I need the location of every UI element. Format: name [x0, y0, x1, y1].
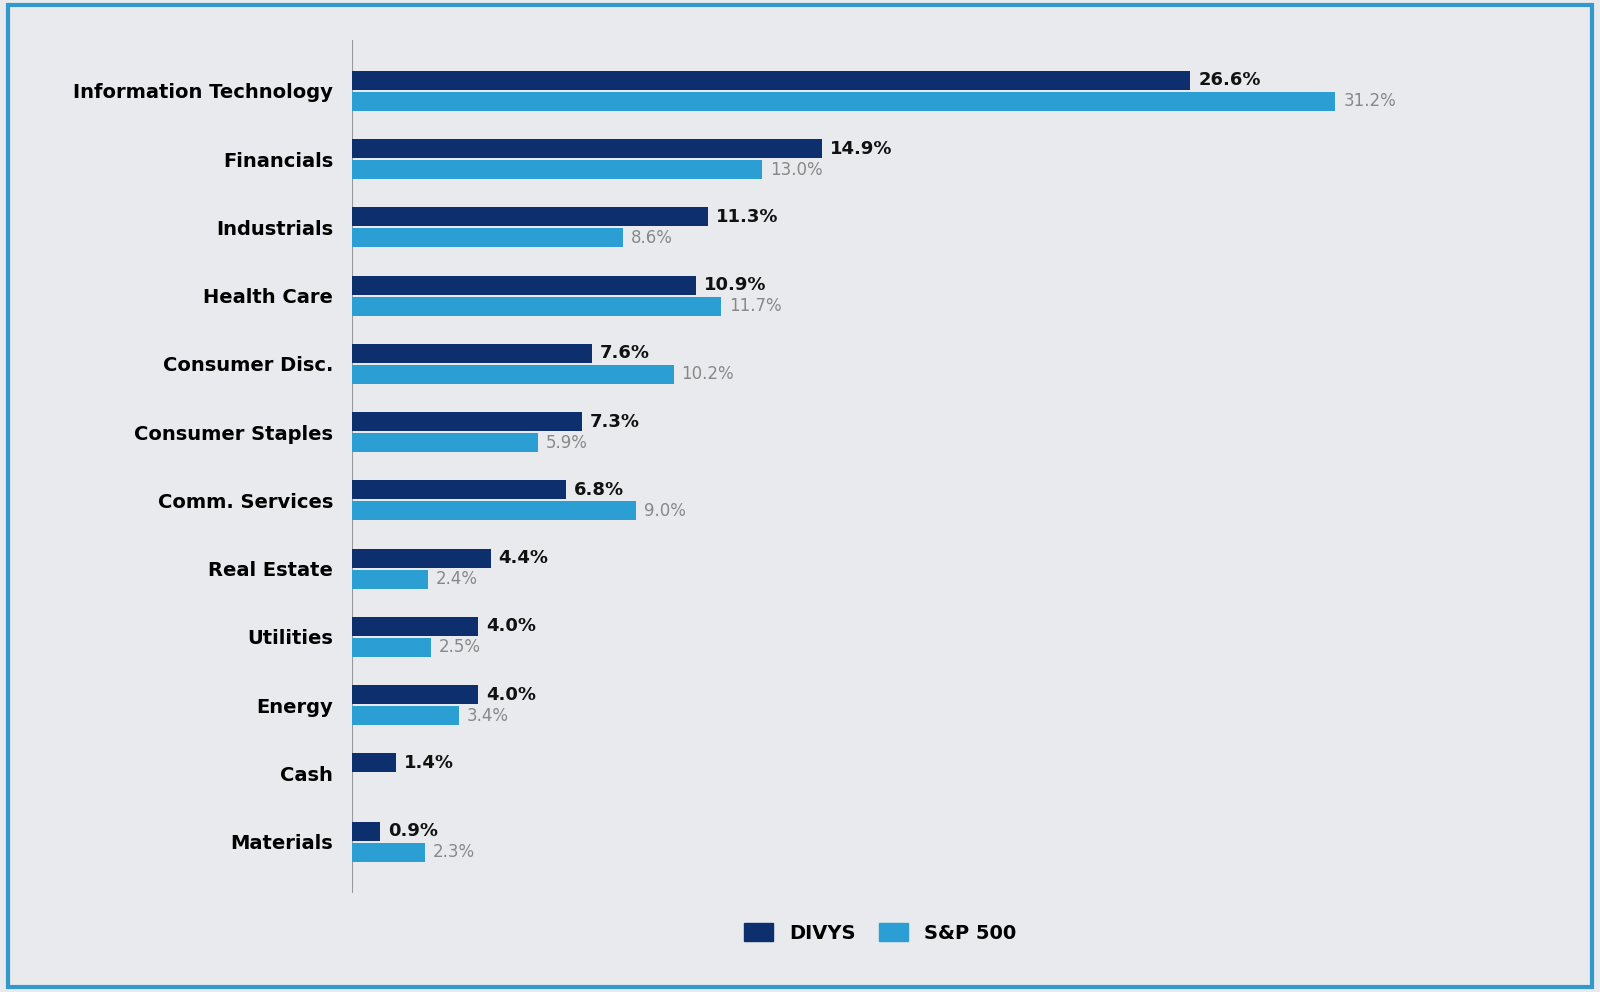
Bar	[352, 842, 424, 862]
Bar	[352, 821, 381, 840]
Text: 11.7%: 11.7%	[728, 298, 781, 315]
Text: 7.6%: 7.6%	[600, 344, 650, 362]
Bar	[352, 160, 762, 180]
Text: 14.9%: 14.9%	[829, 140, 893, 158]
Text: 3.4%: 3.4%	[467, 706, 509, 724]
Text: 7.3%: 7.3%	[590, 413, 640, 431]
Text: 9.0%: 9.0%	[643, 502, 685, 520]
Bar	[352, 344, 592, 363]
Text: 26.6%: 26.6%	[1198, 71, 1261, 89]
Text: 11.3%: 11.3%	[717, 208, 779, 226]
Text: 10.2%: 10.2%	[682, 365, 734, 383]
Text: 2.3%: 2.3%	[432, 843, 475, 861]
Text: 1.4%: 1.4%	[405, 754, 454, 772]
Text: 31.2%: 31.2%	[1344, 92, 1397, 110]
Bar	[352, 276, 696, 295]
Text: 8.6%: 8.6%	[630, 229, 674, 247]
Bar	[352, 139, 822, 158]
Bar	[352, 569, 427, 588]
Bar	[352, 617, 478, 636]
Text: 0.9%: 0.9%	[389, 822, 438, 840]
Text: 6.8%: 6.8%	[574, 481, 624, 499]
Bar	[352, 753, 397, 773]
Text: 2.4%: 2.4%	[435, 570, 477, 588]
Text: 4.4%: 4.4%	[499, 550, 549, 567]
Bar	[352, 549, 491, 567]
Bar	[352, 228, 622, 247]
Text: 4.0%: 4.0%	[486, 685, 536, 703]
Text: 2.5%: 2.5%	[438, 639, 480, 657]
Bar	[352, 70, 1190, 90]
Bar	[352, 412, 582, 432]
Bar	[352, 501, 635, 521]
Text: 13.0%: 13.0%	[770, 161, 822, 179]
Bar	[352, 365, 674, 384]
Bar	[352, 434, 538, 452]
Bar	[352, 297, 722, 315]
Bar	[352, 638, 430, 657]
Legend: DIVYS, S&P 500: DIVYS, S&P 500	[744, 924, 1016, 942]
Bar	[352, 92, 1336, 111]
Bar	[352, 706, 459, 725]
Bar	[352, 207, 709, 226]
Text: 4.0%: 4.0%	[486, 617, 536, 635]
Text: 10.9%: 10.9%	[704, 276, 766, 294]
Bar	[352, 480, 566, 499]
Text: 5.9%: 5.9%	[546, 434, 587, 451]
Bar	[352, 685, 478, 704]
